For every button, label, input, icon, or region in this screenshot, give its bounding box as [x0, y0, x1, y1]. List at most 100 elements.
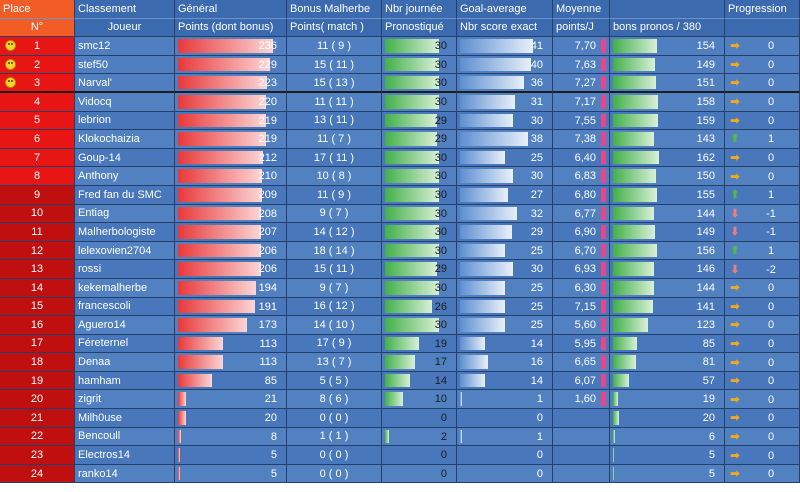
cell: 236: [178, 37, 283, 55]
cell: 10: [385, 390, 453, 408]
points-cell: 20: [175, 409, 287, 428]
points-cell-value: 20: [264, 412, 277, 425]
points-cell-bar: [178, 411, 186, 425]
place-cell: 15: [0, 297, 75, 317]
cell: 143: [613, 130, 721, 148]
journees-cell: 30: [382, 241, 457, 261]
average-bar: [601, 76, 606, 89]
exact-cell: 31: [457, 92, 553, 112]
pronos-cell: 85: [610, 334, 725, 354]
points-cell-value: 5: [270, 467, 277, 480]
journees-cell: 30: [382, 167, 457, 186]
place-cell: 17: [0, 334, 75, 354]
average-cell: [553, 446, 610, 465]
place-cell: 9: [0, 185, 75, 205]
place-number: 24: [30, 467, 44, 480]
player-name: zigrit: [75, 390, 175, 410]
exact-cell-bar: [460, 355, 489, 369]
player-name: Klokochaizia: [75, 130, 175, 149]
journees-cell-value: 30: [434, 151, 447, 164]
exact-cell-value: 16: [530, 356, 543, 369]
journees-cell: 0: [382, 409, 457, 428]
journees-cell-value: 30: [434, 170, 447, 183]
place-cell: 10: [0, 204, 75, 224]
progression-value: 1: [767, 245, 775, 258]
place-number: 23: [30, 449, 44, 462]
cell: 158: [613, 93, 721, 111]
cell: 6,30: [556, 279, 606, 297]
pronos-cell-bar: [613, 57, 656, 72]
points-cell-bar: [178, 57, 270, 72]
points-cell: 219: [175, 111, 287, 131]
arrow-right-icon: ➡: [730, 412, 740, 425]
progression-cell: ⬇ -1: [725, 223, 800, 242]
progression-cell: ⬇ -2: [725, 260, 800, 279]
place-cell: 18: [0, 353, 75, 372]
bonus-cell: 18 ( 14 ): [287, 241, 382, 261]
progression-value: -2: [766, 263, 776, 276]
progression-cell: ➡ 0: [725, 111, 800, 131]
pronos-cell: 159: [610, 111, 725, 131]
average-bar: [601, 318, 606, 332]
arrow-up-icon: ⬆: [730, 133, 740, 146]
exact-cell: 30: [457, 111, 553, 131]
cell: 30: [385, 56, 453, 74]
cell: 81: [613, 353, 721, 371]
cell: 113: [178, 335, 283, 353]
cell: 1: [460, 390, 549, 408]
average-value: 1,60: [574, 393, 596, 406]
journees-cell: 29: [382, 111, 457, 131]
average-cell: 6,83: [553, 167, 610, 186]
average-bar: [601, 225, 606, 239]
place-cell: 8: [0, 167, 75, 186]
journees-cell-value: 14: [434, 374, 447, 387]
pronos-cell-bar: [613, 262, 655, 276]
exact-cell-bar: [460, 392, 462, 407]
cell: 30: [385, 242, 453, 260]
journees-cell-value: 30: [434, 77, 447, 90]
pronos-cell-value: 149: [696, 58, 715, 71]
journees-cell: 19: [382, 334, 457, 354]
cell: 30: [385, 74, 453, 91]
progression-cell: ⬆ 1: [725, 185, 800, 205]
journees-cell: 30: [382, 74, 457, 93]
cell: 219: [178, 112, 283, 130]
pronos-cell-value: 144: [696, 207, 715, 220]
place-number: 14: [30, 281, 44, 294]
pronos-cell-bar: [613, 94, 658, 109]
exact-cell-value: 0: [536, 412, 543, 425]
average-bar: [601, 280, 606, 295]
progression-cell: ➡ 0: [725, 446, 800, 465]
header-number: N°: [0, 18, 75, 38]
progression-cell: ➡ 0: [725, 316, 800, 335]
pronos-cell-value: 85: [702, 337, 715, 350]
cell: [556, 465, 606, 483]
points-cell-value: 194: [258, 281, 277, 294]
cell: 6,77: [556, 205, 606, 223]
arrow-right-icon: ➡: [730, 319, 740, 332]
journees-cell-value: 30: [434, 188, 447, 201]
cell: 30: [385, 279, 453, 297]
place-number: 2: [33, 58, 41, 71]
points-cell-value: 210: [258, 170, 277, 183]
cell: 2: [385, 428, 453, 446]
exact-cell-bar: [460, 187, 509, 202]
average-bar: [601, 113, 606, 128]
arrow-right-icon: ➡: [730, 59, 740, 72]
pronos-cell: 81: [610, 353, 725, 372]
average-cell: 6,90: [553, 223, 610, 242]
journees-cell: 29: [382, 260, 457, 279]
points-cell-value: 113: [259, 356, 277, 369]
progression-cell: ➡ 0: [725, 353, 800, 372]
pronos-cell: 123: [610, 316, 725, 335]
arrow-right-icon: ➡: [730, 114, 740, 127]
bonus-cell: 0 ( 0 ): [287, 446, 382, 465]
exact-cell-value: 25: [530, 300, 543, 313]
progression-value: 0: [767, 319, 775, 332]
arrow-right-icon: ➡: [730, 282, 740, 295]
bonus-cell: 1 ( 1 ): [287, 427, 382, 447]
header-row-1: Place Classement Général Bonus Malherbe …: [0, 0, 800, 19]
points-cell: 207: [175, 223, 287, 242]
pronos-cell-bar: [613, 299, 654, 314]
exact-cell: 27: [457, 185, 553, 205]
